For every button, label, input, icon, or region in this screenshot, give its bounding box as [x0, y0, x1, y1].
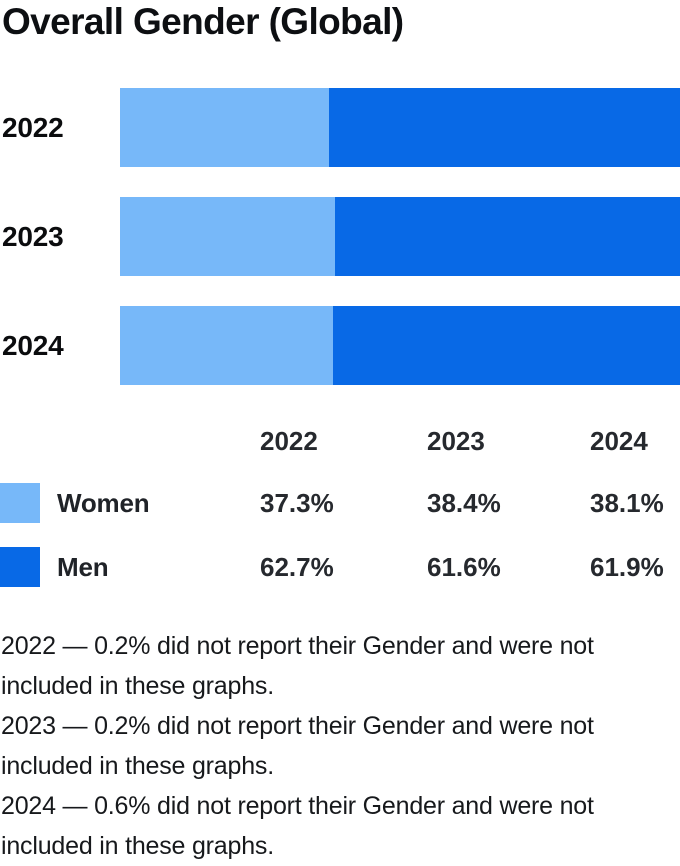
bar-category-label: 2022	[2, 111, 64, 143]
table-header-year: 2023	[427, 426, 485, 456]
bar-category-label: 2024	[2, 329, 64, 361]
men-swatch-icon	[0, 547, 40, 587]
table-header-spacer	[0, 427, 260, 455]
table-row-men: Men 62.7% 61.6% 61.9%	[0, 547, 680, 587]
footnote-line: 2023 — 0.2% did not report their Gender …	[1, 712, 594, 780]
table-header-year: 2024	[590, 426, 648, 456]
legend-label: Women	[57, 488, 150, 518]
bar-track	[120, 88, 680, 167]
bar-row-2022: 2022	[0, 88, 680, 167]
table-value: 62.7%	[260, 552, 334, 582]
legend-label: Men	[57, 552, 109, 582]
table-value: 38.1%	[590, 488, 664, 518]
table-header-row: 2022 2023 2024	[0, 427, 680, 455]
women-swatch-icon	[0, 483, 40, 523]
bar-track	[120, 197, 680, 276]
table-header-year: 2022	[260, 426, 318, 456]
bar-segment-women	[120, 306, 334, 385]
bar-segment-women	[120, 197, 336, 276]
bar-segment-men	[335, 197, 680, 276]
bar-segment-men	[333, 306, 680, 385]
bar-segment-men	[328, 88, 680, 167]
legend-cell: Men	[0, 547, 260, 587]
chart-title: Overall Gender (Global)	[2, 1, 404, 42]
bar-category-label: 2023	[2, 220, 64, 252]
bar-row-2023: 2023	[0, 197, 680, 276]
table-value: 37.3%	[260, 488, 334, 518]
table-value: 38.4%	[427, 488, 501, 518]
footnotes: 2022 — 0.2% did not report their Gender …	[1, 626, 671, 866]
table-row-women: Women 37.3% 38.4% 38.1%	[0, 483, 680, 523]
legend-cell: Women	[0, 483, 260, 523]
bar-track	[120, 306, 680, 385]
table-value: 61.9%	[590, 552, 664, 582]
table-value: 61.6%	[427, 552, 501, 582]
bar-segment-women	[120, 88, 329, 167]
footnote-line: 2022 — 0.2% did not report their Gender …	[1, 632, 594, 700]
bar-row-2024: 2024	[0, 306, 680, 385]
footnote-line: 2024 — 0.6% did not report their Gender …	[1, 792, 594, 860]
